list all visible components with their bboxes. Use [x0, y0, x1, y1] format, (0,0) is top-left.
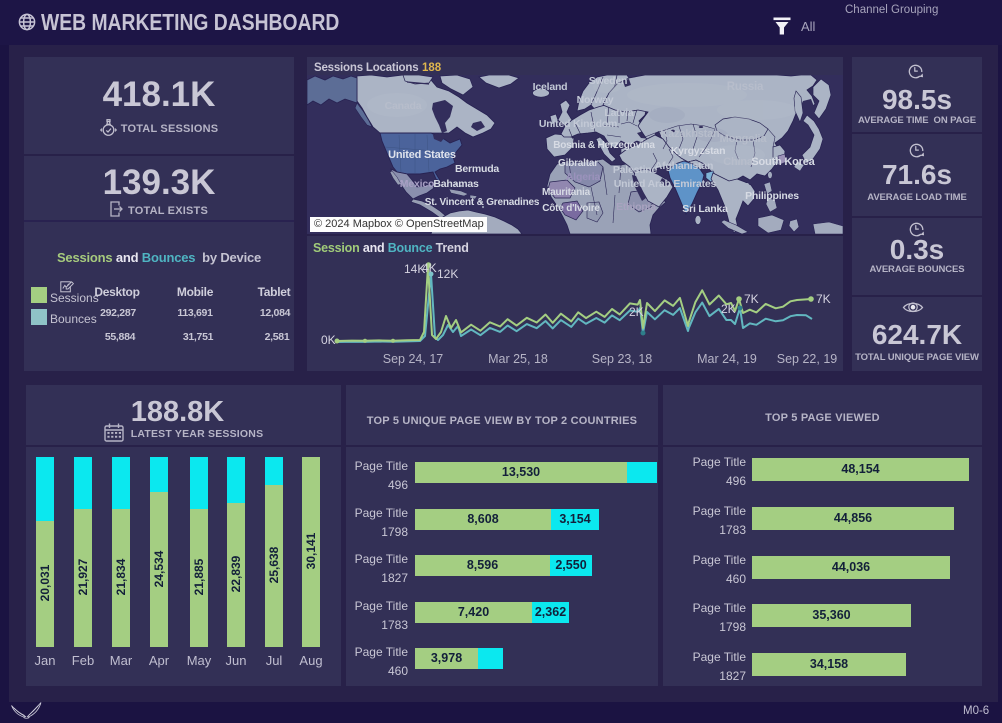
- svg-text:0K: 0K: [321, 333, 336, 347]
- svg-text:Ethiopia: Ethiopia: [616, 201, 656, 213]
- svg-text:2K: 2K: [629, 305, 644, 319]
- svg-text:Sweden: Sweden: [589, 75, 627, 87]
- svg-text:United Arab Emirates: United Arab Emirates: [614, 178, 717, 190]
- svg-text:Session and Bounce Trend: Session and Bounce Trend: [313, 241, 469, 255]
- svg-text:Mar 24, 19: Mar 24, 19: [697, 352, 757, 366]
- svg-text:2K: 2K: [721, 302, 736, 316]
- svg-text:South Korea: South Korea: [751, 156, 815, 168]
- svg-text:Côte d'Ivoire: Côte d'Ivoire: [542, 203, 600, 214]
- svg-text:Afghanistan: Afghanistan: [655, 160, 713, 172]
- svg-text:China: China: [723, 156, 754, 168]
- svg-text:12K: 12K: [437, 267, 458, 281]
- svg-text:7K: 7K: [816, 292, 831, 306]
- svg-text:Canada: Canada: [385, 100, 422, 112]
- svg-text:Kyrgyzstan: Kyrgyzstan: [671, 145, 726, 157]
- svg-text:Sri Lanka: Sri Lanka: [682, 203, 728, 215]
- svg-text:Sep 24, 17: Sep 24, 17: [383, 352, 444, 366]
- svg-text:Mauritania: Mauritania: [542, 187, 591, 198]
- svg-text:Palestine: Palestine: [613, 164, 658, 176]
- svg-text:Kazakhstan: Kazakhstan: [660, 128, 720, 140]
- svg-text:Norway: Norway: [577, 94, 614, 106]
- svg-text:Sep 22, 19: Sep 22, 19: [777, 352, 838, 366]
- svg-text:Mexico: Mexico: [400, 178, 434, 190]
- svg-text:Sep 23, 18: Sep 23, 18: [592, 352, 653, 366]
- svg-text:United States: United States: [388, 149, 456, 161]
- svg-text:7K: 7K: [744, 292, 759, 306]
- svg-text:Iceland: Iceland: [533, 81, 568, 93]
- svg-text:Gibraltar: Gibraltar: [558, 158, 598, 169]
- svg-text:St. Vincent & Grenadines: St. Vincent & Grenadines: [425, 197, 540, 208]
- svg-text:Philippines: Philippines: [745, 190, 799, 202]
- svg-text:Algeria: Algeria: [566, 171, 601, 183]
- svg-text:Bermuda: Bermuda: [455, 163, 499, 175]
- svg-text:Bahamas: Bahamas: [433, 178, 479, 190]
- svg-text:United Kingdom: United Kingdom: [539, 118, 617, 130]
- svg-text:Latvia: Latvia: [604, 107, 634, 119]
- svg-text:Mongolia: Mongolia: [720, 133, 768, 145]
- svg-text:Russia: Russia: [727, 81, 764, 93]
- svg-text:14K: 14K: [404, 262, 425, 276]
- svg-text:4K: 4K: [422, 261, 437, 275]
- svg-text:Mar 25, 18: Mar 25, 18: [488, 352, 548, 366]
- svg-text:Bosnia & Herzegovina: Bosnia & Herzegovina: [553, 140, 655, 151]
